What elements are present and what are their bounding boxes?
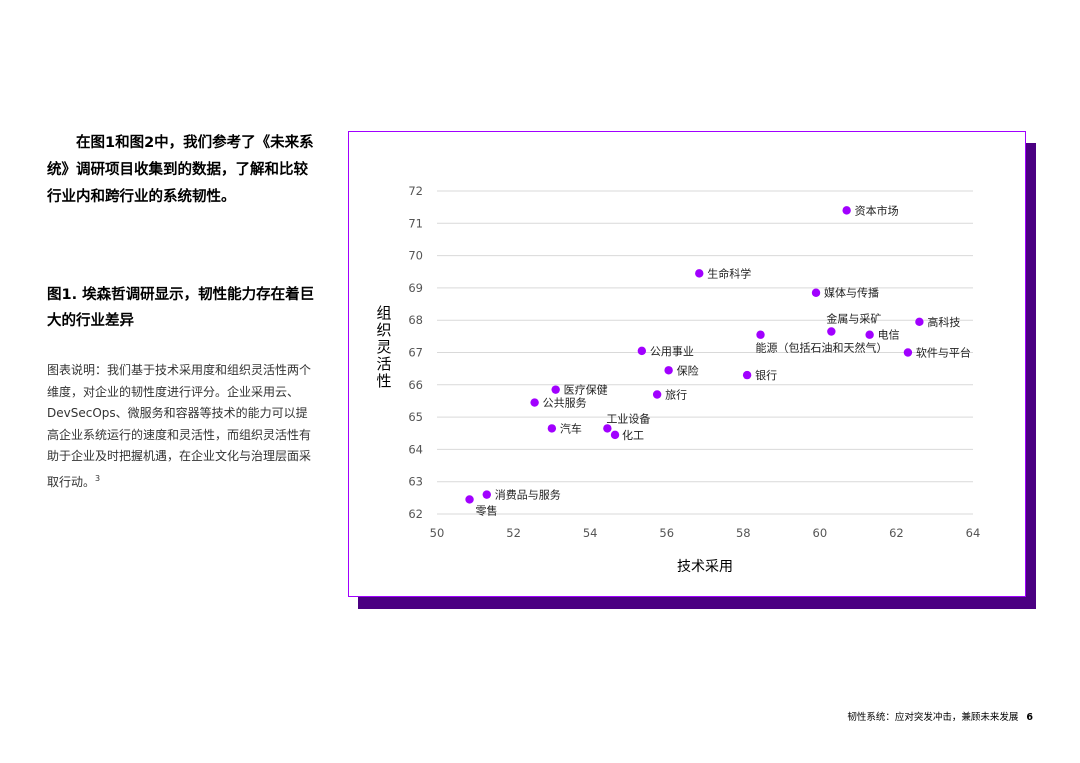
data-label: 资本市场 — [855, 203, 899, 217]
x-tick-label: 62 — [889, 526, 904, 540]
data-point — [551, 385, 560, 394]
y-tick-label: 65 — [408, 410, 423, 424]
data-point — [827, 327, 836, 336]
footer-text: 韧性系统：应对突发冲击，兼顾未来发展 — [847, 712, 1019, 723]
figure-title: 图1. 埃森哲调研显示，韧性能力存在着巨大的行业差异 — [47, 287, 315, 329]
x-tick-labels: 50 52 54 56 58 60 62 64 — [430, 526, 981, 540]
data-label: 化工 — [622, 428, 644, 442]
data-point — [756, 330, 765, 339]
y-tick-labels: 62 63 64 65 66 67 68 69 70 71 72 — [408, 184, 423, 521]
grid-lines — [437, 190, 973, 515]
y-tick-label: 66 — [408, 378, 423, 392]
data-point — [547, 424, 557, 433]
data-label: 生命科学 — [707, 266, 751, 280]
page-footer: 韧性系统：应对突发冲击，兼顾未来发展 6 — [847, 709, 1033, 723]
data-point — [903, 348, 913, 357]
x-axis-title: 技术采用 — [677, 559, 733, 575]
data-label: 媒体与传播 — [824, 286, 879, 300]
chart-card: 62 63 64 65 66 67 68 69 70 71 72 50 52 54 56 58 60 62 64 … — [348, 131, 1026, 597]
data-label: 汽车 — [560, 421, 582, 435]
data-point — [695, 269, 704, 278]
intro-paragraph: 在图1和图2中，我们参考了《未来系统》调研项目收集到的数据，了解和比较行业内和跨… — [47, 135, 314, 205]
data-label: 能源（包括石油和天然气） — [756, 341, 888, 355]
y-axis-title: 组织灵活性 — [376, 304, 391, 390]
y-tick-label: 71 — [408, 216, 423, 230]
data-label: 保险 — [677, 363, 699, 377]
y-tick-label: 70 — [408, 249, 423, 263]
data-label: 银行 — [755, 368, 777, 382]
data-label: 旅行 — [665, 387, 687, 401]
x-tick-label: 56 — [659, 526, 674, 540]
data-point — [637, 346, 647, 356]
data-label: 零售 — [476, 503, 498, 517]
y-tick-label: 67 — [408, 346, 423, 360]
data-point — [865, 330, 874, 339]
x-tick-label: 50 — [430, 526, 445, 540]
data-point — [530, 398, 539, 407]
data-point — [603, 424, 612, 433]
data-point — [482, 490, 491, 499]
y-tick-label: 62 — [408, 507, 423, 521]
data-point — [842, 206, 851, 215]
y-tick-label: 63 — [408, 475, 423, 489]
data-label: 工业设备 — [606, 411, 650, 425]
data-label: 消费品与服务 — [495, 488, 561, 502]
data-point — [915, 317, 924, 327]
data-label: 金属与采矿 — [826, 312, 881, 326]
page-number: 6 — [1026, 712, 1033, 723]
data-label: 公用事业 — [650, 345, 694, 358]
data-label: 电信 — [878, 329, 900, 342]
data-label: 高科技 — [927, 315, 960, 329]
caption-footnote-ref: 3 — [95, 473, 101, 483]
y-tick-label: 69 — [408, 281, 423, 295]
data-point — [652, 390, 662, 399]
data-points — [465, 206, 924, 504]
data-point — [664, 366, 673, 375]
y-tick-label: 68 — [408, 313, 423, 327]
x-tick-label: 58 — [736, 526, 751, 540]
caption-text: 图表说明：我们基于技术采用度和组织灵活性两个维度，对企业的韧性度进行评分。企业采… — [47, 363, 312, 489]
y-tick-label: 72 — [408, 184, 423, 198]
data-label: 医疗保健 — [564, 383, 608, 397]
x-tick-label: 54 — [583, 526, 598, 540]
x-tick-label: 52 — [506, 526, 521, 540]
data-point — [742, 370, 752, 380]
data-point — [465, 495, 474, 504]
x-tick-label: 64 — [966, 526, 981, 540]
figure-caption: 图表说明：我们基于技术采用度和组织灵活性两个维度，对企业的韧性度进行评分。企业采… — [47, 360, 319, 493]
data-label: 公共服务 — [543, 397, 587, 410]
data-point — [610, 430, 620, 440]
data-label: 软件与平台 — [916, 346, 971, 360]
x-tick-label: 60 — [813, 526, 828, 540]
data-point — [811, 288, 821, 297]
y-tick-label: 64 — [408, 442, 423, 456]
